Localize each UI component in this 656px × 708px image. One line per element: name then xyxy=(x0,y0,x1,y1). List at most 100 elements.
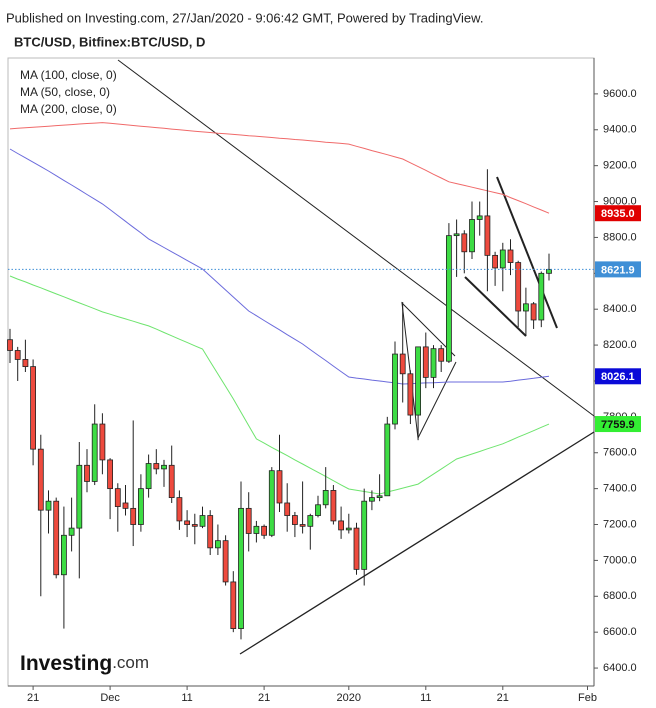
trendline xyxy=(117,59,595,417)
x-tick-label: 2020 xyxy=(337,692,361,704)
ma-line xyxy=(9,122,550,214)
candle-body xyxy=(191,524,198,527)
candle-body xyxy=(145,463,152,490)
candle-body xyxy=(53,500,60,576)
candle-body xyxy=(114,488,121,507)
price-tag-label: 8026.1 xyxy=(601,371,635,383)
candle-body xyxy=(515,262,522,312)
y-tick-label: 7600.0 xyxy=(603,447,637,459)
candle-body xyxy=(461,233,468,253)
y-tick-label: 7200.0 xyxy=(603,518,637,530)
candle-body xyxy=(7,339,13,351)
y-tick-label: 7000.0 xyxy=(603,554,637,566)
candle-body xyxy=(130,507,137,525)
candle-body xyxy=(530,303,537,321)
candle-body xyxy=(68,527,75,536)
x-tick-label: 21 xyxy=(497,692,509,704)
y-tick-label: 9000.0 xyxy=(603,195,637,207)
candle-body xyxy=(199,515,206,527)
candle-body xyxy=(546,268,552,274)
y-tick-label: 6800.0 xyxy=(603,590,637,602)
candle-body xyxy=(276,470,283,504)
logo: Investing.com xyxy=(20,652,149,675)
candle-body xyxy=(469,219,475,253)
plot-frame xyxy=(7,57,595,687)
candle-body xyxy=(484,215,491,256)
chart-title: BTC/USD, Bitfinex:BTC/USD, D xyxy=(14,34,205,49)
legend-entry: MA (200, close, 0) xyxy=(20,102,117,116)
candle-body xyxy=(338,520,345,531)
candle-body xyxy=(84,464,90,482)
candle-body xyxy=(284,502,291,516)
price-tag xyxy=(595,416,641,433)
y-tick-label: 6400.0 xyxy=(603,662,637,674)
source-note: Published on Investing.com, 27/Jan/2020 … xyxy=(6,10,483,25)
x-tick-label: 21 xyxy=(27,692,39,704)
candle-body xyxy=(384,423,391,497)
candle-body xyxy=(445,235,452,362)
x-tick-label: 11 xyxy=(181,692,192,704)
candle-body xyxy=(261,525,268,536)
candle-body xyxy=(307,515,314,527)
candle-body xyxy=(299,524,306,527)
candle-body xyxy=(184,520,191,525)
price-tag-label: 8935.0 xyxy=(601,208,635,220)
candle-body xyxy=(322,490,329,506)
candle-body xyxy=(245,507,252,534)
candle-body xyxy=(45,500,52,511)
candle-body xyxy=(368,497,375,502)
x-tick-label: 21 xyxy=(258,692,270,704)
candle-body xyxy=(61,534,67,576)
logo-name: Investing xyxy=(20,652,112,675)
candle-body xyxy=(399,353,406,375)
y-tick-label: 9400.0 xyxy=(603,124,637,136)
candle-body xyxy=(253,525,260,534)
candle-body xyxy=(230,581,237,629)
price-tag xyxy=(595,368,641,385)
candle-body xyxy=(499,249,506,269)
candle-body xyxy=(392,353,398,425)
candle-body xyxy=(330,490,337,522)
candle-body xyxy=(137,488,144,525)
candle-body xyxy=(507,249,514,263)
candle-body xyxy=(176,497,183,522)
y-tick-label: 8800.0 xyxy=(603,231,637,243)
candle-body xyxy=(523,303,529,312)
candle-body xyxy=(430,348,437,378)
ma-line xyxy=(9,148,550,385)
price-tag xyxy=(595,205,641,222)
candle-body xyxy=(91,423,98,482)
y-tick-label: 8200.0 xyxy=(603,339,637,351)
candle-body xyxy=(122,502,129,509)
x-tick-label: Dec xyxy=(100,692,120,704)
candle-body xyxy=(538,272,545,321)
price-tag-label: 8621.9 xyxy=(601,264,635,276)
candle-body xyxy=(76,464,83,529)
candle-body xyxy=(153,463,160,470)
flag-line xyxy=(496,176,558,329)
candle-body xyxy=(214,540,221,549)
y-tick-label: 6600.0 xyxy=(603,626,637,638)
candle-body xyxy=(438,348,445,362)
legend-entry: MA (50, close, 0) xyxy=(20,85,110,99)
x-tick-label: 11 xyxy=(420,692,431,704)
candle-body xyxy=(238,507,244,629)
flag-line xyxy=(464,276,527,337)
candle-body xyxy=(345,527,352,531)
price-tag-label: 7759.9 xyxy=(601,419,635,431)
candle-body xyxy=(492,254,499,269)
candle-body xyxy=(407,373,414,416)
candle-body xyxy=(415,346,422,416)
candle-body xyxy=(14,350,21,360)
candle-body xyxy=(107,459,113,490)
candle-body xyxy=(268,470,275,536)
candle-body xyxy=(37,448,44,511)
candle-body xyxy=(161,464,167,470)
y-tick-label: 7400.0 xyxy=(603,483,637,495)
candle-body xyxy=(222,540,229,583)
legend-entry: MA (100, close, 0) xyxy=(20,68,117,82)
y-tick-label: 9200.0 xyxy=(603,160,637,172)
candle-body xyxy=(207,515,214,549)
candle-body xyxy=(291,515,298,525)
candle-body xyxy=(22,359,29,368)
